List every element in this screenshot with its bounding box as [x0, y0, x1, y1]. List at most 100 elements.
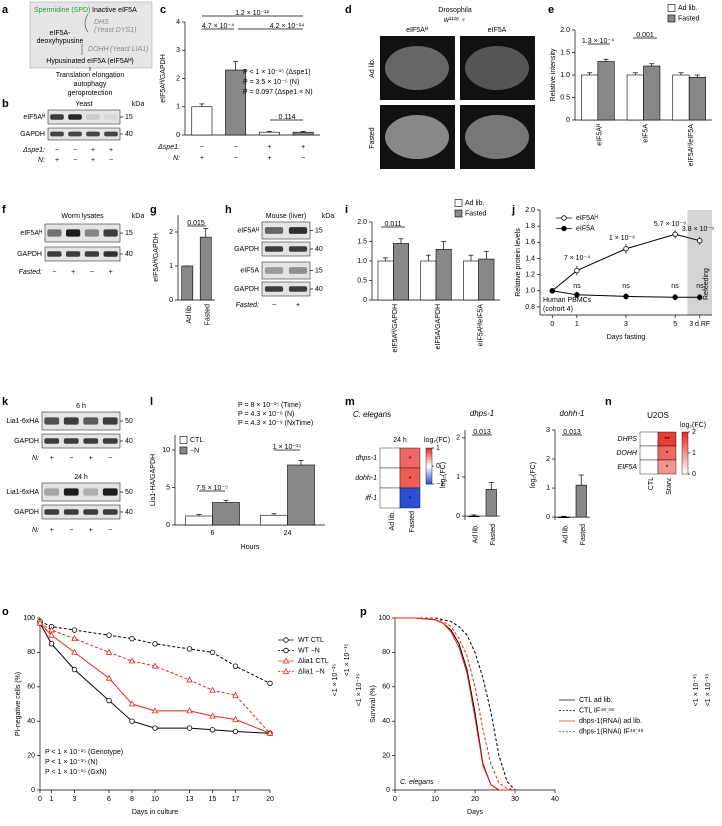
annotation: <1 × 10⁻¹⁵	[332, 664, 339, 697]
colorbar-step	[682, 472, 688, 475]
blot-band	[264, 286, 284, 292]
column-label: Starv.	[666, 477, 673, 495]
colorbar-step	[426, 473, 432, 476]
row-label: GAPDH	[17, 251, 42, 258]
significance: *	[666, 465, 669, 472]
y-tick-label: 10	[162, 447, 170, 454]
y-tick-label: 4	[176, 19, 180, 26]
condition-value: −	[73, 147, 77, 154]
blot-band	[84, 251, 99, 257]
point	[574, 267, 580, 274]
marker-label: 40	[125, 438, 133, 445]
point	[549, 288, 555, 294]
condition-value: −	[234, 144, 238, 151]
colorbar-step	[426, 448, 432, 450]
y-tick-label: 20	[382, 752, 390, 759]
bar	[478, 258, 495, 301]
annotation: <1 × 10⁻¹⁵	[344, 644, 351, 677]
annotation: 1 × 10⁻¹⁵	[273, 444, 302, 451]
colorbar-step	[682, 460, 688, 463]
pathway-box	[29, 1, 153, 69]
marker-label: 15	[125, 114, 133, 121]
y-tick-label: 1.4	[525, 255, 535, 262]
label: eIF5A-	[49, 30, 71, 37]
annotation: 5.7 × 10⁻⁹	[654, 221, 686, 228]
bar	[393, 243, 409, 301]
bar	[643, 65, 661, 121]
point	[152, 725, 158, 731]
x-tick-label: 20	[471, 796, 479, 803]
colorbar-step	[682, 451, 688, 454]
y-axis-label: Relative intensity	[550, 48, 557, 101]
y-axis-label: PI-negative cells (%)	[15, 672, 22, 736]
x-tick-label: 1	[575, 321, 579, 328]
y-tick-label: 1.2	[525, 271, 535, 278]
bar	[181, 265, 194, 301]
row-label: eIF5Aᴴ	[23, 114, 45, 121]
colorbar-step	[682, 463, 688, 466]
x-tick-label: 30	[511, 796, 519, 803]
blot-band	[68, 114, 82, 120]
colorbar-step	[682, 468, 688, 471]
panel-label: c	[160, 4, 166, 16]
legend-marker	[282, 657, 290, 664]
colorbar-step	[426, 458, 432, 461]
point	[71, 635, 78, 642]
legend-label: dhps-1(RNAi) ad lib.	[579, 718, 642, 725]
condition-value: +	[91, 157, 95, 164]
colorbar-step	[426, 482, 432, 485]
row-label: Lia1-6xHA	[6, 489, 39, 496]
point	[106, 697, 112, 704]
x-tick-label: 8	[130, 796, 134, 803]
condition-label: N:	[173, 155, 180, 162]
y-tick-label: 0.5	[357, 277, 367, 284]
bar	[377, 260, 394, 301]
point	[151, 662, 159, 669]
annotation: 3.8 × 10⁻⁹	[682, 226, 714, 233]
point	[105, 648, 113, 655]
series-line	[395, 617, 516, 791]
colorbar-step	[426, 454, 432, 456]
point	[71, 648, 78, 655]
colorbar-step	[682, 433, 688, 436]
colorbar-step	[682, 432, 688, 435]
annotation: P = 4.3 × 10⁻⁹ (N)	[238, 411, 294, 418]
colorbar-tick-label: 2	[692, 429, 696, 436]
legend-label: Fasted	[678, 15, 700, 22]
unit-label: kDa	[132, 101, 145, 108]
condition-value: +	[50, 527, 54, 534]
panel-label: g	[150, 204, 157, 216]
legend-label: CTL IF⁴⁸:⁴⁸	[579, 707, 614, 714]
x-axis-label: Days	[467, 809, 483, 816]
blot-band	[44, 438, 60, 444]
colorbar-tick-label: 0	[692, 471, 696, 478]
condition-value: +	[55, 157, 59, 164]
condition-value: −	[69, 455, 73, 462]
row-label: eIF5Aᴴ	[20, 230, 42, 237]
row-label: dhps-1	[356, 455, 378, 462]
annotation: <1 × 10⁻¹⁵	[705, 674, 712, 707]
colorbar-step	[682, 440, 688, 443]
x-axis-label: Hours	[241, 544, 260, 551]
row-label: eIF5A	[240, 267, 259, 274]
unit-label: kDa	[322, 213, 335, 220]
label: Spermidine (SPD)	[34, 7, 90, 14]
annotation: ns	[573, 283, 581, 290]
bar	[468, 515, 480, 517]
annotation: C. elegans	[400, 779, 434, 786]
colorbar-step	[682, 444, 688, 447]
y-tick-label: 80	[27, 649, 35, 656]
x-tick-label: 0	[550, 321, 554, 328]
colorbar-step	[682, 453, 688, 456]
label: DHS	[94, 19, 109, 26]
significance: *	[409, 456, 412, 463]
point	[106, 632, 112, 638]
y-tick-label: 60	[27, 684, 35, 691]
legend-label: dhps-1(RNAi) IF⁴⁸:⁴⁸	[579, 728, 643, 735]
point	[672, 231, 678, 237]
condition-label: N:	[38, 157, 45, 164]
condition-label: N:	[32, 527, 39, 534]
blot-band	[102, 417, 118, 425]
legend-label: WT CTL	[298, 637, 324, 644]
blot-title: Yeast	[75, 101, 92, 108]
